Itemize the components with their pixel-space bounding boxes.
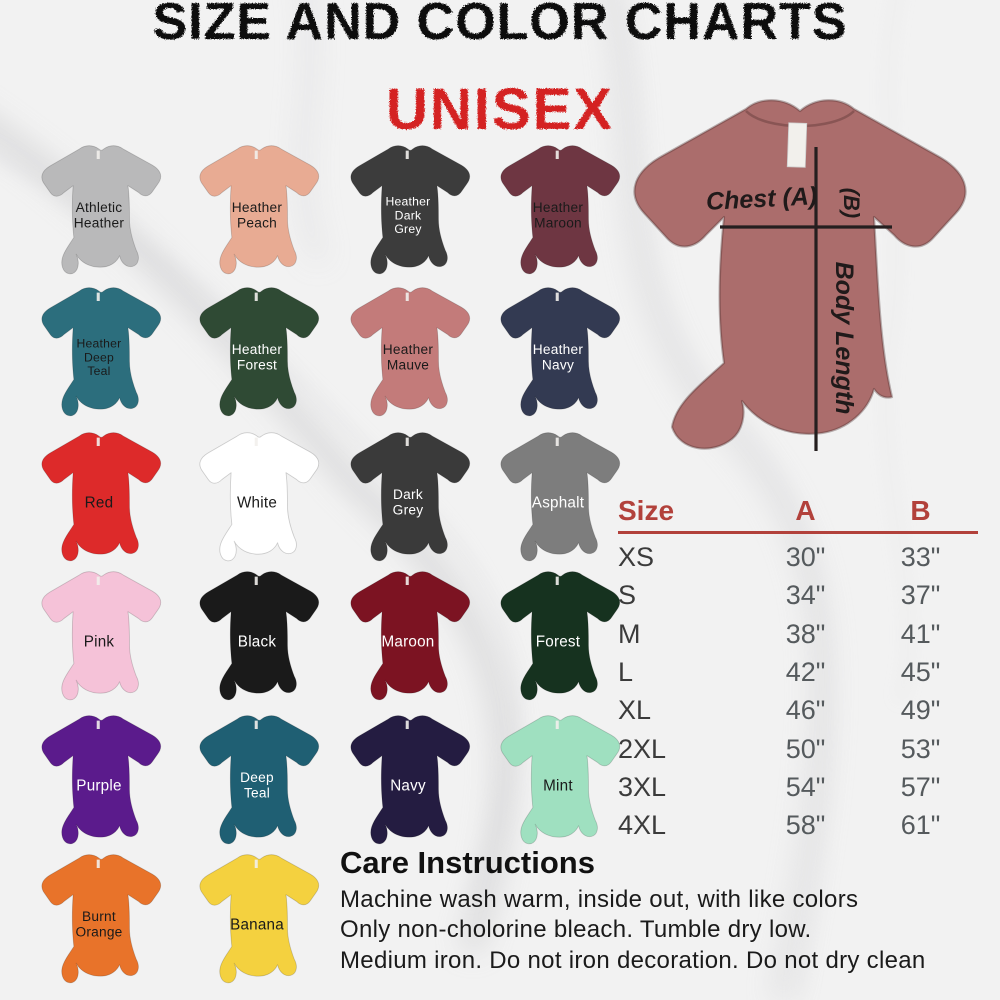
svg-text:Body Length: Body Length	[830, 262, 858, 415]
svg-text:Chest (A): Chest (A)	[705, 182, 817, 216]
svg-text:Red: Red	[85, 494, 114, 511]
svg-text:Black: Black	[238, 633, 277, 650]
svg-text:Banana: Banana	[230, 916, 284, 933]
svg-text:Mint: Mint	[543, 777, 573, 794]
svg-text:Navy: Navy	[390, 777, 426, 794]
svg-text:Forest: Forest	[536, 633, 581, 650]
svg-text:White: White	[237, 494, 277, 511]
svg-text:Pink: Pink	[84, 633, 115, 650]
svg-text:Asphalt: Asphalt	[532, 494, 585, 511]
svg-text:(B): (B)	[839, 188, 864, 219]
svg-text:Purple: Purple	[76, 777, 121, 794]
svg-text:Maroon: Maroon	[382, 633, 435, 650]
